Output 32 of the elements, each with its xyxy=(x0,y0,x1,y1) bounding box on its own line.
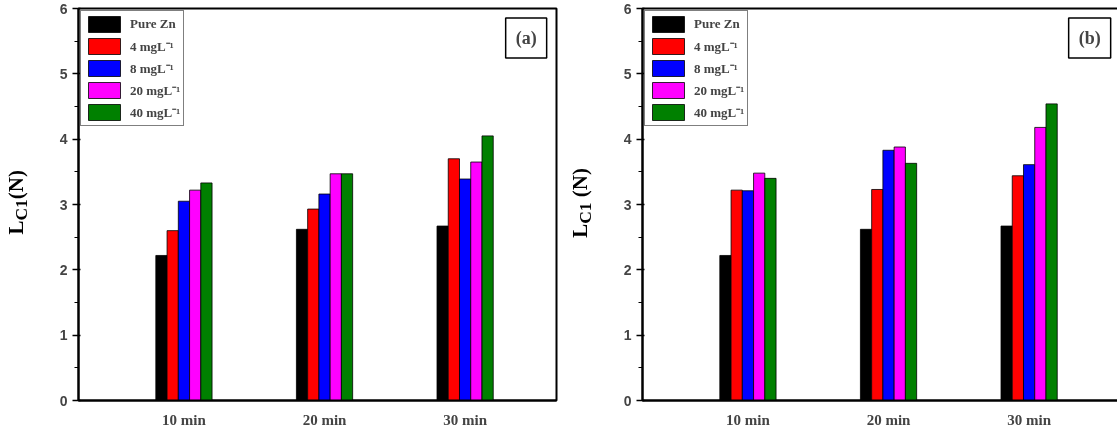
legend-label: 20 mgL⁻¹ xyxy=(694,82,745,99)
y-tick-label: 0 xyxy=(59,392,68,409)
y-tick-label: 5 xyxy=(623,65,632,82)
y-tick-label: 0 xyxy=(623,392,632,409)
legend-label: 8 mgL⁻¹ xyxy=(694,60,738,77)
y-tick-label: 3 xyxy=(59,196,68,213)
x-tick-label: 20 min xyxy=(302,411,348,428)
legend-label: Pure Zn xyxy=(694,16,740,32)
legend-label: 20 mgL⁻¹ xyxy=(130,82,181,99)
annotation: (a) xyxy=(515,27,537,49)
x-tick-label: 30 min xyxy=(1007,411,1052,428)
y-tick-label: 4 xyxy=(59,131,68,148)
x-tick-label: 10 min xyxy=(162,411,207,428)
y-tick-label: 6 xyxy=(623,0,632,17)
y-tick-label: 2 xyxy=(59,261,68,278)
annotation: (b) xyxy=(1078,27,1101,49)
legend-label: 40 mgL⁻¹ xyxy=(130,104,181,121)
x-tick-label: 10 min xyxy=(726,411,771,428)
y-tick-label: 6 xyxy=(59,0,68,17)
y-tick-label: 1 xyxy=(59,327,68,344)
legend-label: 4 mgL⁻¹ xyxy=(130,38,174,55)
y-tick-label: 2 xyxy=(623,261,632,278)
y-tick-label: 1 xyxy=(623,327,632,344)
x-tick-label: 30 min xyxy=(443,411,488,428)
legend-label: 40 mgL⁻¹ xyxy=(694,104,745,121)
legend-label: Pure Zn xyxy=(130,16,176,32)
x-tick-label: 20 min xyxy=(866,411,912,428)
legend-label: 8 mgL⁻¹ xyxy=(130,60,174,77)
y-tick-label: 4 xyxy=(623,131,632,148)
y-tick-label: 5 xyxy=(59,65,68,82)
y-tick-label: 3 xyxy=(623,196,632,213)
legend-label: 4 mgL⁻¹ xyxy=(694,38,738,55)
